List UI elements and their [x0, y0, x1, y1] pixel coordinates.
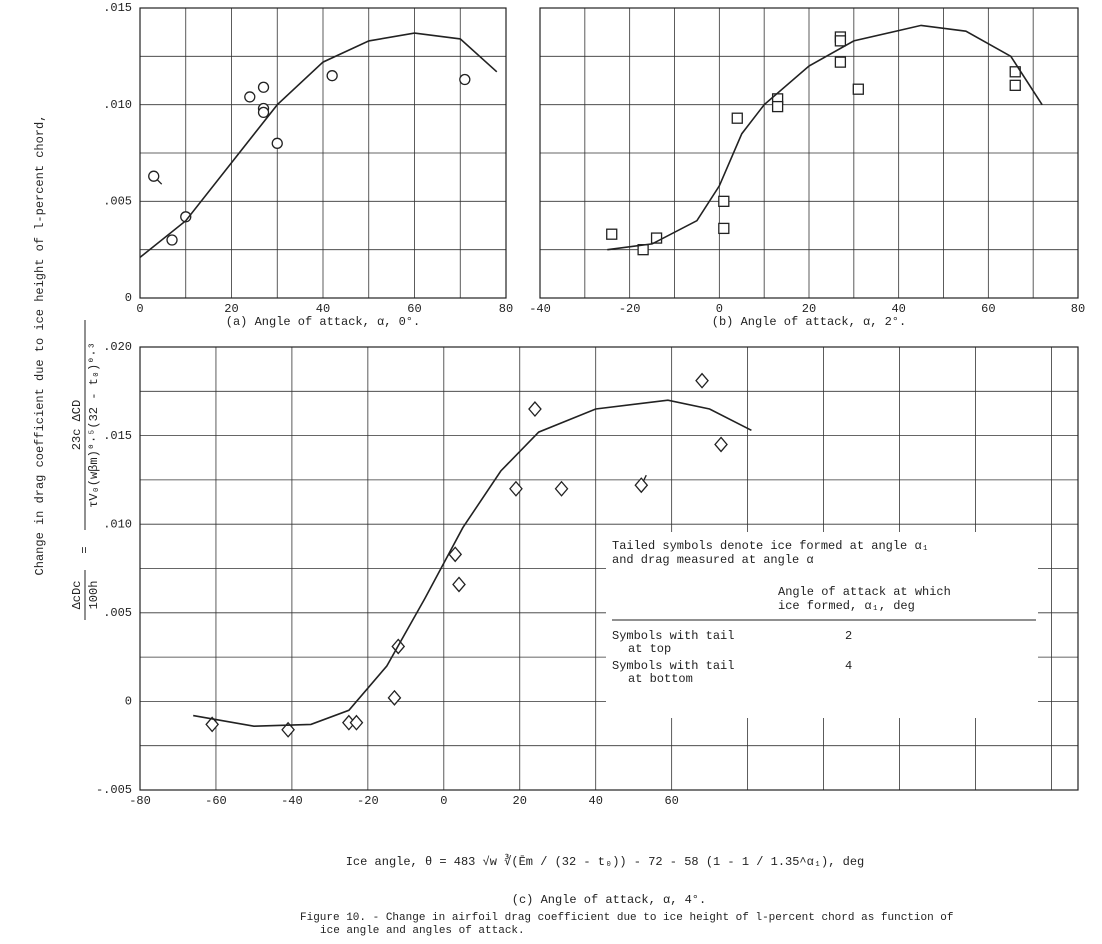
annotation-text: at bottom [628, 672, 693, 686]
x-axis-label: Ice angle, θ = 483 √w ∛(Ēm / (32 - t₀)) … [346, 854, 865, 869]
y-axis-label: Change in drag coefficient due to ice he… [33, 115, 47, 576]
data-point [180, 211, 192, 223]
y-tick-label: .010 [103, 98, 132, 112]
x-tick-label: -60 [205, 794, 227, 808]
x-tick-label: 80 [1071, 302, 1085, 316]
x-tick-label: 60 [664, 794, 678, 808]
x-tick-label: -40 [529, 302, 551, 316]
annotation-text: Symbols with tail [612, 659, 734, 673]
plot-frame [139, 7, 507, 299]
fit-curve [139, 32, 498, 259]
data-point [257, 81, 270, 93]
y-tick-label: .015 [103, 429, 132, 443]
x-tick-label: 20 [513, 794, 527, 808]
x-tick-label: -80 [129, 794, 151, 808]
x-tick-label: 80 [499, 302, 513, 316]
x-tick-label: 40 [589, 794, 603, 808]
data-point [834, 35, 847, 47]
formula-part: 23c ΔCD [70, 400, 84, 450]
x-tick-label: 60 [407, 302, 421, 316]
y-tick-label: 0 [125, 695, 132, 709]
y-tick-label: .010 [103, 517, 132, 531]
fit-curve [193, 399, 752, 728]
formula-part: = [78, 546, 92, 553]
y-tick-label: 0 [125, 291, 132, 305]
x-tick-label: -20 [357, 794, 379, 808]
data-point [731, 112, 743, 124]
formula-part: τV₀(wβm)⁰·⁵(32 - t₀)⁰·³ [87, 342, 101, 508]
x-tick-label: -40 [281, 794, 303, 808]
data-point [852, 83, 864, 95]
data-point [509, 480, 523, 497]
annotation-text: at top [628, 642, 671, 656]
chart-caption: (a) Angle of attack, α, 0°. [226, 315, 420, 329]
data-point [650, 232, 663, 244]
figure-caption: ice angle and angles of attack. [320, 925, 525, 937]
x-tick-label: 20 [802, 302, 816, 316]
data-point [695, 372, 709, 389]
data-point [606, 228, 618, 240]
data-point [326, 70, 338, 82]
x-tick-label: 20 [224, 302, 238, 316]
y-tick-label: .005 [103, 195, 132, 209]
annotation-value: 4 [845, 659, 852, 673]
annotation-text: Symbols with tail [612, 629, 734, 643]
plot-frame [139, 346, 1079, 791]
x-tick-label: 40 [316, 302, 330, 316]
data-point [718, 222, 730, 235]
plot-frame [539, 7, 1079, 299]
data-point [718, 195, 730, 207]
chart-caption: (b) Angle of attack, α, 2°. [712, 315, 906, 329]
y-tick-label: .005 [103, 606, 132, 620]
data-point [166, 234, 178, 246]
data-point [387, 689, 402, 706]
data-point [714, 436, 728, 453]
data-point [528, 401, 542, 418]
data-point [349, 714, 364, 731]
x-tick-label: -20 [619, 302, 641, 316]
data-point [271, 137, 283, 149]
annotation-text: Tailed symbols denote ice formed at angl… [612, 539, 929, 553]
x-tick-label: 0 [716, 302, 723, 316]
figure-caption: Figure 10. - Change in airfoil drag coef… [300, 912, 954, 924]
data-point [634, 477, 649, 494]
data-point [1009, 79, 1021, 91]
y-axis-formula: ΔcDc 100h = 23c ΔCD τV₀(wβm)⁰·⁵(32 - t₀)… [70, 320, 101, 620]
data-point [771, 100, 784, 113]
formula-part: 100h [87, 581, 101, 610]
x-tick-label: 40 [891, 302, 905, 316]
annotation-text: Angle of attack at which [778, 585, 951, 599]
x-tick-label: 60 [981, 302, 995, 316]
data-point [452, 576, 466, 593]
x-tick-label: 0 [440, 794, 447, 808]
y-tick-label: -.005 [96, 783, 132, 797]
data-point [257, 106, 270, 119]
data-point [459, 73, 471, 86]
y-tick-label: .015 [103, 1, 132, 15]
data-point [244, 91, 256, 103]
data-point [448, 546, 463, 563]
data-point [281, 721, 295, 738]
annotation-text: ice formed, α₁, deg [778, 599, 915, 613]
data-point [834, 56, 847, 68]
annotation-text: and drag measured at angle α [612, 553, 814, 567]
annotation-value: 2 [845, 629, 852, 643]
data-point [205, 716, 220, 733]
fit-curve [607, 24, 1043, 251]
data-point [148, 170, 160, 182]
data-point [554, 480, 569, 497]
annotation-box [606, 532, 1038, 718]
y-tick-label: .020 [103, 340, 132, 354]
chart-caption: (c) Angle of attack, α, 4°. [512, 893, 706, 907]
x-tick-label: 0 [136, 302, 143, 316]
formula-part: ΔcDc [70, 581, 84, 610]
